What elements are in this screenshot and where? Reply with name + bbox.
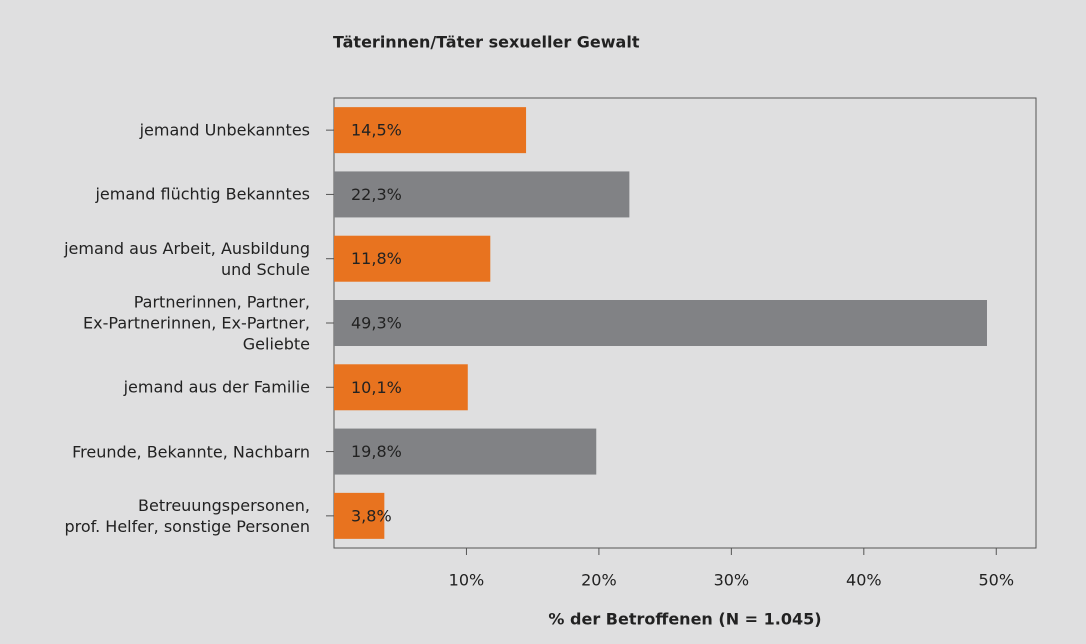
bar [334, 107, 527, 154]
y-tick-label: jemand flüchtig Bekanntes [95, 184, 310, 204]
y-tick-label: jemand aus der Familie [123, 377, 310, 397]
value-label: 3,8% [351, 506, 392, 525]
x-tick-label: 20% [581, 571, 617, 590]
value-label: 14,5% [351, 121, 402, 140]
bar [334, 300, 987, 346]
value-label: 10,1% [351, 378, 402, 397]
value-label: 49,3% [351, 314, 402, 333]
x-tick-label: 40% [846, 571, 882, 590]
bar [334, 428, 597, 475]
chart-title: Täterinnen/Täter sexueller Gewalt [333, 33, 640, 52]
bar [334, 171, 630, 218]
value-label: 11,8% [351, 249, 402, 268]
bar [334, 364, 468, 411]
x-tick-label: 30% [714, 571, 750, 590]
y-tick-label: jemand aus Arbeit, Ausbildung und Schule [64, 238, 310, 279]
y-tick-label: Freunde, Bekannte, Nachbarn [72, 442, 310, 462]
x-tick-label: 10% [449, 571, 485, 590]
x-tick-label: 50% [978, 571, 1014, 590]
y-tick-label: Partnerinnen, Partner, Ex-Partnerinnen, … [83, 292, 310, 354]
value-label: 19,8% [351, 442, 402, 461]
bar [334, 492, 385, 539]
y-tick-label: jemand Unbekanntes [139, 120, 310, 140]
x-axis-label: % der Betroffenen (N = 1.045) [548, 610, 821, 629]
y-tick-label: Betreuungspersonen, prof. Helfer, sonsti… [64, 495, 310, 536]
value-label: 22,3% [351, 185, 402, 204]
bar [334, 235, 491, 282]
